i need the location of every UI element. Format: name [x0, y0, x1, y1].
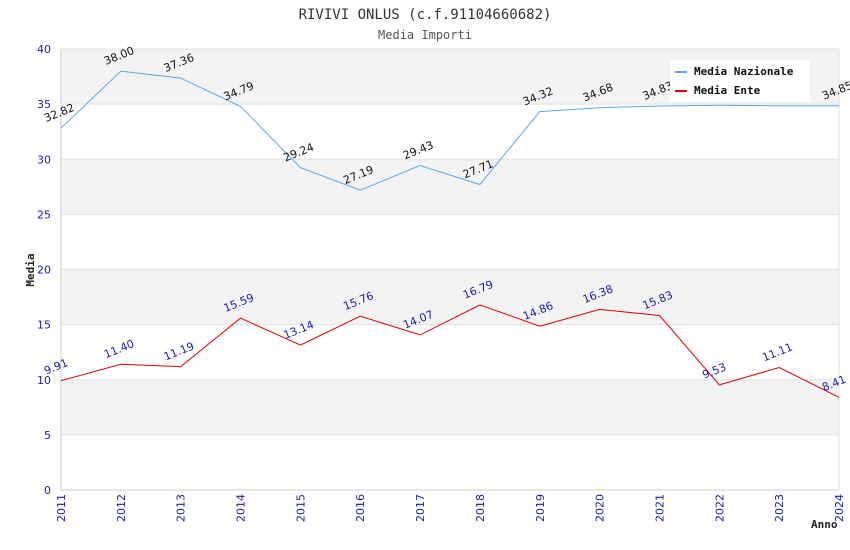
x-tick-label: 2023 [773, 494, 786, 522]
x-tick-label: 2014 [235, 494, 248, 522]
y-tick-label: 40 [37, 43, 51, 56]
x-tick-label: 2019 [534, 494, 547, 522]
y-tick-label: 30 [37, 153, 51, 166]
series-lines [60, 70, 840, 398]
x-tick-label: 2017 [414, 494, 427, 522]
grid-band [61, 269, 839, 325]
legend: Media Nazionale Media Ente [670, 60, 810, 102]
x-tick-label: 2021 [653, 494, 666, 522]
grid-band [61, 379, 839, 435]
grid-band [61, 159, 839, 215]
x-tick-label: 2016 [354, 494, 367, 522]
chart-subtitle: Media Importi [378, 28, 472, 42]
x-tick-label: 2022 [713, 494, 726, 522]
data-label: 29.43 [401, 138, 435, 162]
legend-box [670, 60, 810, 102]
y-tick-label: 20 [37, 264, 51, 277]
y-tick-label: 25 [37, 208, 51, 221]
x-tick-label: 2018 [474, 494, 487, 522]
y-axis-label: Media [24, 253, 37, 286]
grid-bands [61, 49, 839, 435]
data-label: 11.19 [162, 340, 196, 364]
x-tick-label: 2012 [115, 494, 128, 522]
x-tick-labels: 2011 2012 2013 2014 2015 2016 2017 2018 2019 2020… [55, 494, 846, 522]
x-tick-label: 2024 [833, 494, 846, 522]
data-label: 11.11 [760, 340, 794, 364]
x-tick-label: 2015 [294, 494, 307, 522]
axes [60, 49, 840, 491]
legend-label-media-nazionale: Media Nazionale [694, 65, 794, 78]
y-tick-label: 10 [37, 374, 51, 387]
x-tick-label: 2011 [55, 494, 68, 522]
y-tick-label: 15 [37, 319, 51, 332]
data-label: 9.91 [42, 356, 70, 377]
y-tick-label: 0 [44, 484, 51, 497]
series-line-0 [60, 70, 840, 191]
x-tick-label: 2020 [594, 494, 607, 522]
x-tick-label: 2013 [175, 494, 188, 522]
legend-label-media-ente: Media Ente [694, 84, 761, 97]
y-tick-labels: 0 5 10 15 20 25 30 35 40 [37, 43, 51, 497]
series-line-1 [60, 304, 840, 398]
data-label: 11.40 [102, 337, 136, 361]
x-axis-label: Anno [811, 518, 838, 531]
y-tick-label: 35 [37, 98, 51, 111]
y-tick-label: 5 [44, 429, 51, 442]
chart-title: RIVIVI ONLUS (c.f.91104660682) [299, 7, 552, 23]
